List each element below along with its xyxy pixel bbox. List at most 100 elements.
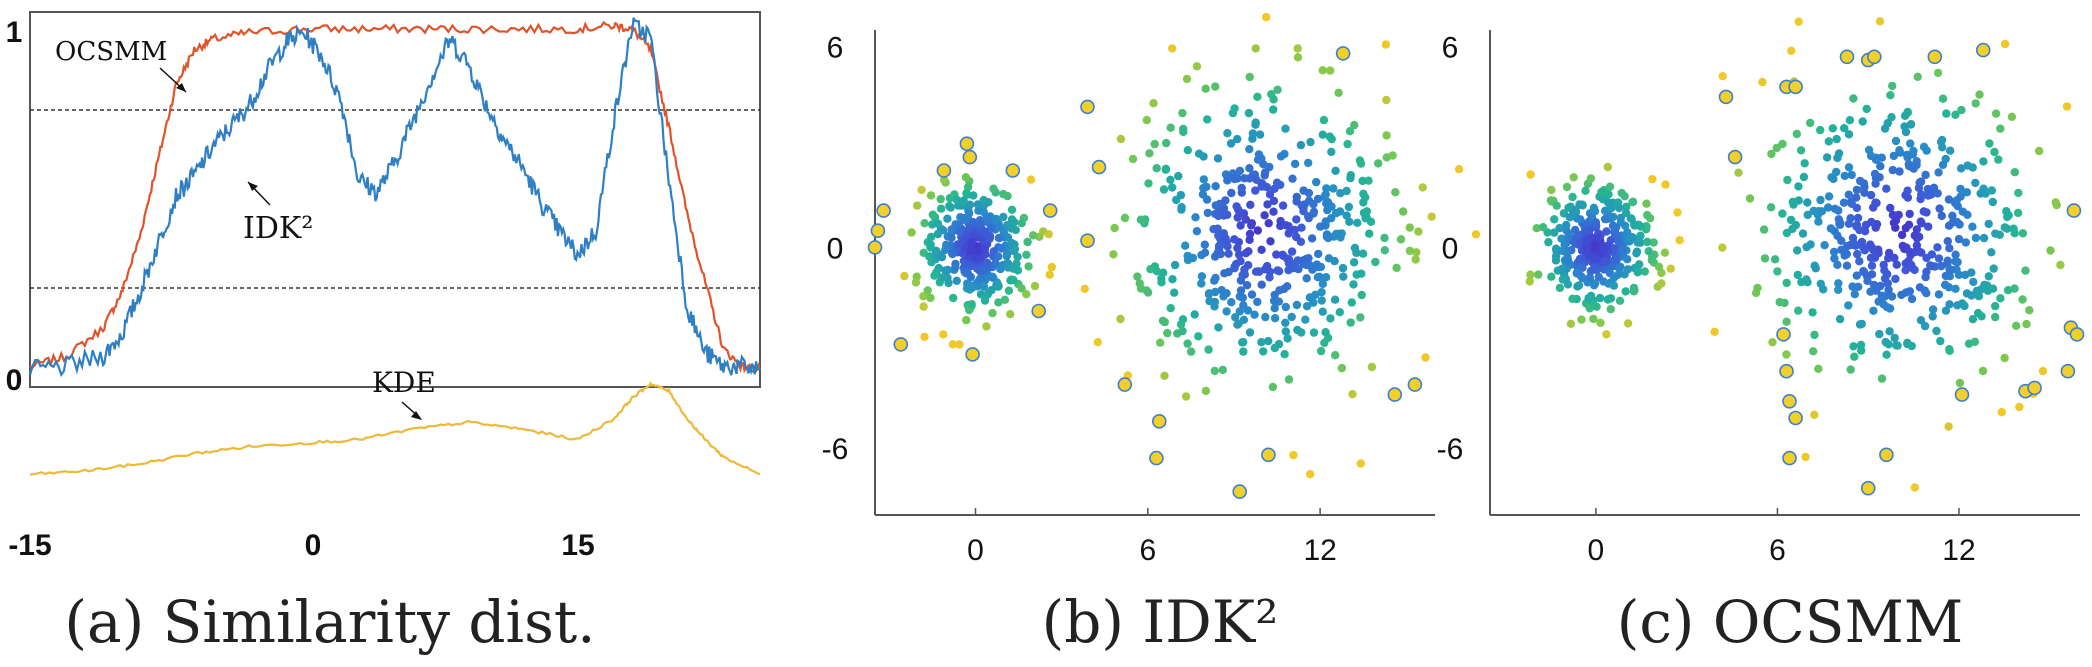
scatter-point — [1526, 270, 1535, 279]
scatter-point — [1358, 176, 1367, 186]
scatter-point — [955, 340, 964, 349]
scatter-point — [980, 245, 990, 254]
scatter-point — [1628, 198, 1637, 207]
series-line-ocsmm — [29, 20, 762, 374]
scatter-point — [1304, 158, 1313, 168]
scatter-point — [1859, 266, 1868, 276]
scatter-point — [1989, 264, 1998, 273]
highlighted-point — [1005, 163, 1021, 178]
scatter-point — [1883, 270, 1892, 279]
scatter-point — [1610, 229, 1620, 238]
scatter-point — [1356, 159, 1366, 168]
scatter-point — [1311, 290, 1320, 299]
scatter-point — [1197, 272, 1207, 281]
scatter-point — [1856, 340, 1866, 350]
scatter-point — [1350, 243, 1360, 253]
scatter-point — [1204, 345, 1213, 354]
scatter-point — [1933, 68, 1943, 78]
x-tick-label: 0 — [1588, 534, 1605, 567]
scatter-point — [1916, 177, 1926, 186]
scatter-point — [985, 234, 994, 243]
scatter-point — [1211, 201, 1221, 210]
scatter-point — [1867, 270, 1877, 279]
scatter-point — [1264, 219, 1273, 228]
scatter-point — [1203, 208, 1213, 218]
scatter-point — [1810, 410, 1819, 419]
scatter-point — [1933, 243, 1942, 252]
scatter-point — [1116, 314, 1125, 324]
scatter-point — [1657, 279, 1666, 288]
scatter-point — [1979, 233, 1989, 243]
scatter-point — [1213, 248, 1222, 258]
scatter-point — [1233, 174, 1242, 183]
scatter-point — [946, 203, 955, 212]
scatter-point — [1327, 147, 1336, 157]
scatter-point — [2012, 321, 2021, 330]
scatter-point — [1045, 270, 1054, 279]
scatter-point — [1589, 300, 1599, 310]
highlighted-point — [1954, 387, 1970, 402]
scatter-point — [1255, 130, 1265, 139]
scatter-point — [2038, 366, 2048, 376]
highlighted-point — [1080, 233, 1095, 248]
scatter-point — [1890, 253, 1899, 263]
scatter-point — [1596, 318, 1605, 327]
scatter-point — [1884, 248, 1894, 258]
scatter-point — [1160, 371, 1169, 380]
scatter-point — [1958, 207, 1968, 216]
scatter-point — [1281, 221, 1291, 230]
scatter-point — [1318, 307, 1328, 316]
scatter-point — [1576, 272, 1586, 281]
scatter-point — [1951, 250, 1960, 259]
scatter-point — [1935, 204, 1944, 213]
scatter-point — [1301, 315, 1310, 324]
scatter-point — [949, 293, 958, 303]
scatter-point — [1845, 116, 1855, 125]
scatter-point — [1326, 314, 1335, 323]
scatter-point — [948, 340, 957, 349]
scatter-point — [1787, 46, 1796, 55]
scatter-point — [1236, 276, 1246, 285]
scatter-point — [1314, 249, 1323, 259]
scatter-point — [1936, 336, 1945, 346]
scatter-point — [974, 206, 983, 215]
scatter-point — [1862, 104, 1871, 114]
scatter-point — [976, 253, 985, 263]
scatter-point — [920, 219, 929, 228]
scatter-point — [1924, 222, 1933, 231]
scatter-point — [1116, 134, 1126, 144]
scatter-point — [1110, 223, 1119, 233]
scatter-point — [1304, 188, 1314, 198]
scatter-point — [991, 214, 1001, 224]
scatter-point — [1988, 284, 1998, 293]
scatter-point — [1943, 256, 1952, 265]
scatter-point — [1260, 211, 1269, 220]
scatter-point — [1824, 137, 1834, 146]
scatter-point — [919, 292, 928, 301]
scatter-point — [1136, 215, 1146, 224]
scatter-point — [1214, 231, 1223, 240]
scatter-point — [1242, 281, 1252, 290]
caption-a: (a) Similarity dist. — [64, 588, 595, 656]
scatter-point — [1855, 320, 1865, 329]
scatter-point — [1222, 307, 1231, 316]
scatter-point — [1362, 207, 1372, 216]
highlighted-point — [1839, 49, 1855, 65]
scatter-point — [2014, 188, 2023, 198]
scatter-point — [1166, 123, 1175, 132]
scatter-point — [1803, 210, 1812, 220]
scatter-point — [1753, 283, 1762, 293]
scatter-point — [1302, 274, 1311, 283]
scatter-point — [1932, 326, 1941, 336]
scatter-point — [1642, 199, 1651, 208]
scatter-point — [1880, 292, 1890, 301]
scatter-point — [1525, 277, 1535, 286]
scatter-point — [1597, 187, 1606, 197]
scatter-point — [1318, 279, 1328, 289]
highlighted-point — [867, 240, 883, 255]
scatter-point — [1551, 244, 1561, 253]
scatter-point — [1792, 129, 1802, 139]
scatter-point — [1000, 295, 1010, 304]
scatter-point — [939, 330, 948, 339]
scatter-point — [1374, 159, 1383, 168]
